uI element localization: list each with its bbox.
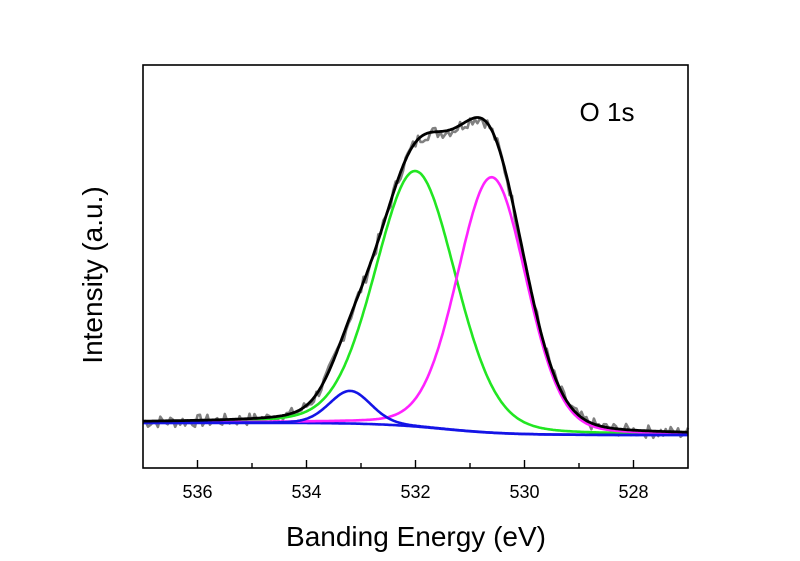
y-axis-title: Intensity (a.u.) [77, 186, 108, 363]
x-tick-label: 532 [400, 482, 430, 502]
x-axis-ticks [196, 460, 635, 468]
x-tick-label: 530 [509, 482, 539, 502]
x-axis-title: Banding Energy (eV) [286, 521, 546, 552]
raw-data-line [142, 117, 690, 440]
x-tick-label: 536 [182, 482, 212, 502]
x-tick-label: 534 [291, 482, 321, 502]
annotation-label: O 1s [580, 97, 635, 127]
component-line-532 [143, 169, 688, 436]
x-tick-label: 528 [618, 482, 648, 502]
component-line-533-2 [143, 389, 688, 437]
component-line-530-6 [143, 175, 689, 435]
envelope-line [142, 116, 688, 434]
x-axis-tick-labels: 536 534 532 530 528 [182, 482, 648, 502]
curves-layer [142, 116, 690, 440]
